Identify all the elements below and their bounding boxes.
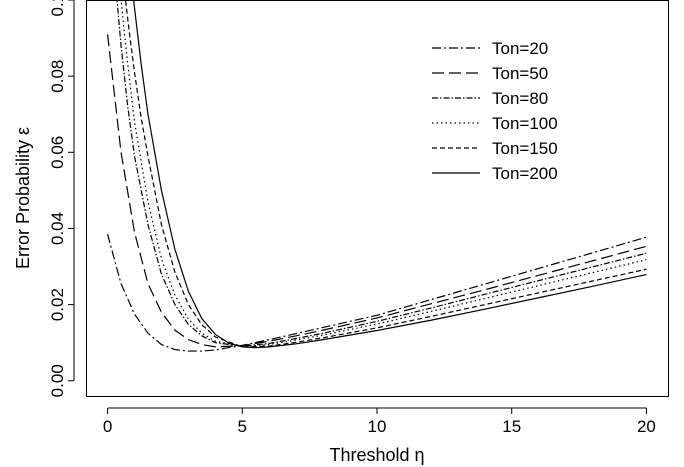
legend-label: Ton=100 xyxy=(492,114,558,133)
legend-label: Ton=50 xyxy=(492,64,548,83)
y-tick-label: 0.08 xyxy=(48,60,67,93)
y-tick-label: 0.04 xyxy=(48,212,67,245)
legend-label: Ton=200 xyxy=(492,164,558,183)
series-layer xyxy=(106,0,647,352)
series-line-6 xyxy=(132,0,647,349)
series-line-5 xyxy=(124,0,647,348)
y-axis: 0.00 0.02 0.04 0.06 0.08 0.10 xyxy=(48,0,75,397)
x-tick-label: 15 xyxy=(502,417,521,436)
x-tick-label: 5 xyxy=(238,417,247,436)
y-axis-label: Error Probability ε xyxy=(13,127,33,269)
series-line-2 xyxy=(106,34,647,348)
x-tick-label: 0 xyxy=(103,417,112,436)
series-line-3 xyxy=(116,0,647,347)
y-tick-label: 0.06 xyxy=(48,136,67,169)
y-tick-label: 0.00 xyxy=(48,364,67,397)
x-tick-label: 10 xyxy=(368,417,387,436)
plot-frame xyxy=(86,0,669,397)
legend: Ton=20 Ton=50 Ton=80 Ton=100 Ton=150 Ton=200 xyxy=(432,39,558,183)
series-line-4 xyxy=(120,0,647,348)
legend-label: Ton=150 xyxy=(492,139,558,158)
x-axis-label: Threshold η xyxy=(329,445,424,465)
y-tick-label: 0.10 xyxy=(48,0,67,17)
x-tick-label: 20 xyxy=(637,417,656,436)
legend-label: Ton=20 xyxy=(492,39,548,58)
legend-label: Ton=80 xyxy=(492,89,548,108)
y-tick-label: 0.02 xyxy=(48,288,67,321)
x-axis: 0 5 10 15 20 xyxy=(103,407,656,436)
